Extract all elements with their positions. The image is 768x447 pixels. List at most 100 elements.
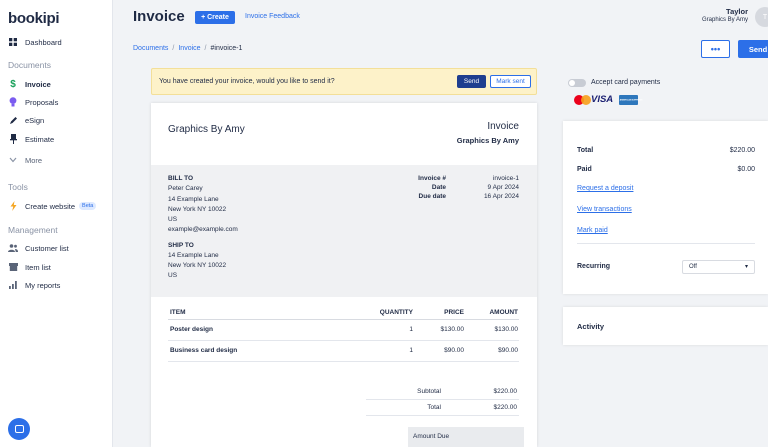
date-label: Date	[431, 184, 446, 191]
bill-to-label: BILL TO	[168, 175, 194, 182]
activity-card[interactable]: Activity	[563, 307, 768, 345]
sidebar-item-label: More	[25, 155, 43, 165]
accept-card-payments-label: Accept card payments	[591, 79, 661, 86]
sidebar-item-label: Invoice	[25, 79, 51, 89]
table-row: Poster design 1 $130.00 $130.00	[168, 320, 519, 341]
banner-send-button[interactable]: Send	[457, 75, 486, 88]
bookipi-logo[interactable]: bookipi	[8, 10, 60, 27]
invoice-number-value: invoice-1	[492, 175, 519, 182]
recurring-select-value: Off	[689, 264, 697, 270]
item-price: $130.00	[440, 326, 465, 333]
column-amount: AMOUNT	[489, 309, 518, 316]
chat-icon	[14, 425, 24, 433]
create-button[interactable]: + Create	[195, 11, 235, 24]
table-row: Business card design 1 $90.00 $90.00	[168, 341, 519, 362]
invoice-details-section: BILL TO Peter Carey 14 Example Lane New …	[151, 165, 537, 297]
sidebar-item-label: My reports	[25, 280, 61, 290]
breadcrumb-invoice[interactable]: Invoice	[178, 45, 201, 52]
mark-paid-link[interactable]: Mark paid	[577, 227, 608, 234]
item-amount: $130.00	[494, 326, 519, 333]
bill-to-line: New York NY 10022	[168, 206, 227, 213]
sidebar-item-label: Dashboard	[25, 37, 62, 47]
sidebar-item-esign[interactable]: eSign	[8, 113, 44, 127]
dollar-icon: $	[10, 78, 16, 90]
breadcrumb-separator: /	[204, 45, 207, 52]
sidebar-item-label: Proposals	[25, 97, 59, 107]
ship-to-line: New York NY 10022	[168, 262, 227, 269]
amex-logo-text: AMERICAN EXPRESS	[619, 98, 643, 101]
sidebar-item-more[interactable]: More	[8, 153, 42, 167]
sidebar-item-create-website[interactable]: Create website Beta	[8, 199, 97, 213]
more-options-button[interactable]: •••	[701, 40, 730, 58]
amex-icon: AMERICAN EXPRESS	[619, 95, 643, 105]
total-row: Total $220.00	[366, 400, 519, 416]
breadcrumb-documents[interactable]: Documents	[133, 45, 169, 52]
payment-summary-card: Total $220.00 Paid $0.00 Request a depos…	[563, 121, 768, 294]
sidebar-item-item-list[interactable]: Item list	[8, 260, 51, 274]
lightning-icon	[8, 201, 18, 211]
item-price: $90.00	[444, 347, 464, 354]
chat-support-button[interactable]	[8, 418, 30, 440]
invoice-feedback-link[interactable]: Invoice Feedback	[245, 13, 300, 20]
section-management: Management	[8, 225, 58, 235]
mastercard-icon	[574, 95, 592, 105]
sidebar-item-my-reports[interactable]: My reports	[8, 278, 60, 292]
chevron-down-icon	[8, 155, 18, 165]
user-name[interactable]: Taylor	[726, 7, 748, 16]
sidebar-item-label: Create website	[25, 201, 76, 211]
avatar[interactable]: T	[755, 7, 768, 27]
summary-paid-row: Paid $0.00	[577, 166, 755, 173]
page-title: Invoice	[133, 8, 185, 25]
pen-icon	[8, 115, 18, 125]
sidebar-item-proposals[interactable]: Proposals	[8, 95, 58, 109]
item-name: Poster design	[170, 326, 213, 333]
sidebar-item-invoice[interactable]: $ Invoice	[8, 77, 51, 91]
lightbulb-icon	[8, 97, 18, 107]
user-company[interactable]: Graphics By Amy	[701, 17, 748, 23]
amount-due-box: Amount Due	[408, 427, 524, 447]
section-documents: Documents	[8, 60, 51, 70]
item-name: Business card design	[170, 347, 238, 354]
total-value: $220.00	[493, 404, 518, 411]
column-item: ITEM	[170, 309, 186, 316]
item-quantity: 1	[409, 347, 413, 354]
summary-total-row: Total $220.00	[577, 147, 755, 154]
accept-card-payments-toggle[interactable]	[568, 79, 586, 87]
column-price: PRICE	[444, 309, 464, 316]
bar-chart-icon	[8, 280, 18, 290]
activity-title: Activity	[577, 322, 605, 331]
sidebar-item-estimate[interactable]: Estimate	[8, 132, 54, 146]
summary-total-value: $220.00	[729, 147, 755, 154]
due-date-value: 16 Apr 2024	[483, 193, 519, 200]
sidebar-item-label: Item list	[25, 262, 51, 272]
sidebar-item-label: eSign	[25, 115, 45, 125]
view-transactions-link[interactable]: View transactions	[577, 206, 632, 213]
pin-icon	[8, 134, 18, 144]
sidebar-item-label: Estimate	[25, 134, 55, 144]
items-table-header: ITEM QUANTITY PRICE AMOUNT	[168, 306, 519, 320]
users-icon	[8, 243, 18, 253]
mark-sent-button[interactable]: Mark sent	[490, 75, 531, 88]
breadcrumb-current: #invoice-1	[210, 45, 243, 52]
banner-text: You have created your invoice, would you…	[159, 78, 335, 85]
bill-to-line: Peter Carey	[168, 185, 203, 192]
ship-to-label: SHIP TO	[168, 242, 194, 249]
visa-icon: VISA	[591, 94, 614, 105]
subtotal-label: Subtotal	[417, 388, 441, 395]
recurring-select[interactable]: Off ▾	[682, 260, 755, 274]
column-quantity: QUANTITY	[379, 309, 413, 316]
sidebar-item-dashboard[interactable]: Dashboard	[8, 35, 62, 49]
sidebar-item-customer-list[interactable]: Customer list	[8, 241, 69, 255]
card-payments: Accept card payments VISA AMERICAN EXPRE…	[568, 74, 768, 112]
date-value: 9 Apr 2024	[487, 184, 519, 191]
breadcrumb: Documents / Invoice / #invoice-1	[133, 45, 242, 52]
sidebar: bookipi Dashboard Documents $ Invoice Pr…	[0, 0, 113, 447]
recurring-label: Recurring	[577, 263, 611, 270]
bill-to-line: 14 Example Lane	[168, 196, 219, 203]
ship-to-line: US	[168, 272, 178, 279]
summary-divider	[577, 243, 755, 244]
subtotal-row: Subtotal $220.00	[366, 384, 519, 400]
send-button[interactable]: Send	[738, 40, 768, 58]
invoice-heading: Invoice	[487, 121, 519, 132]
request-deposit-link[interactable]: Request a deposit	[577, 185, 634, 192]
